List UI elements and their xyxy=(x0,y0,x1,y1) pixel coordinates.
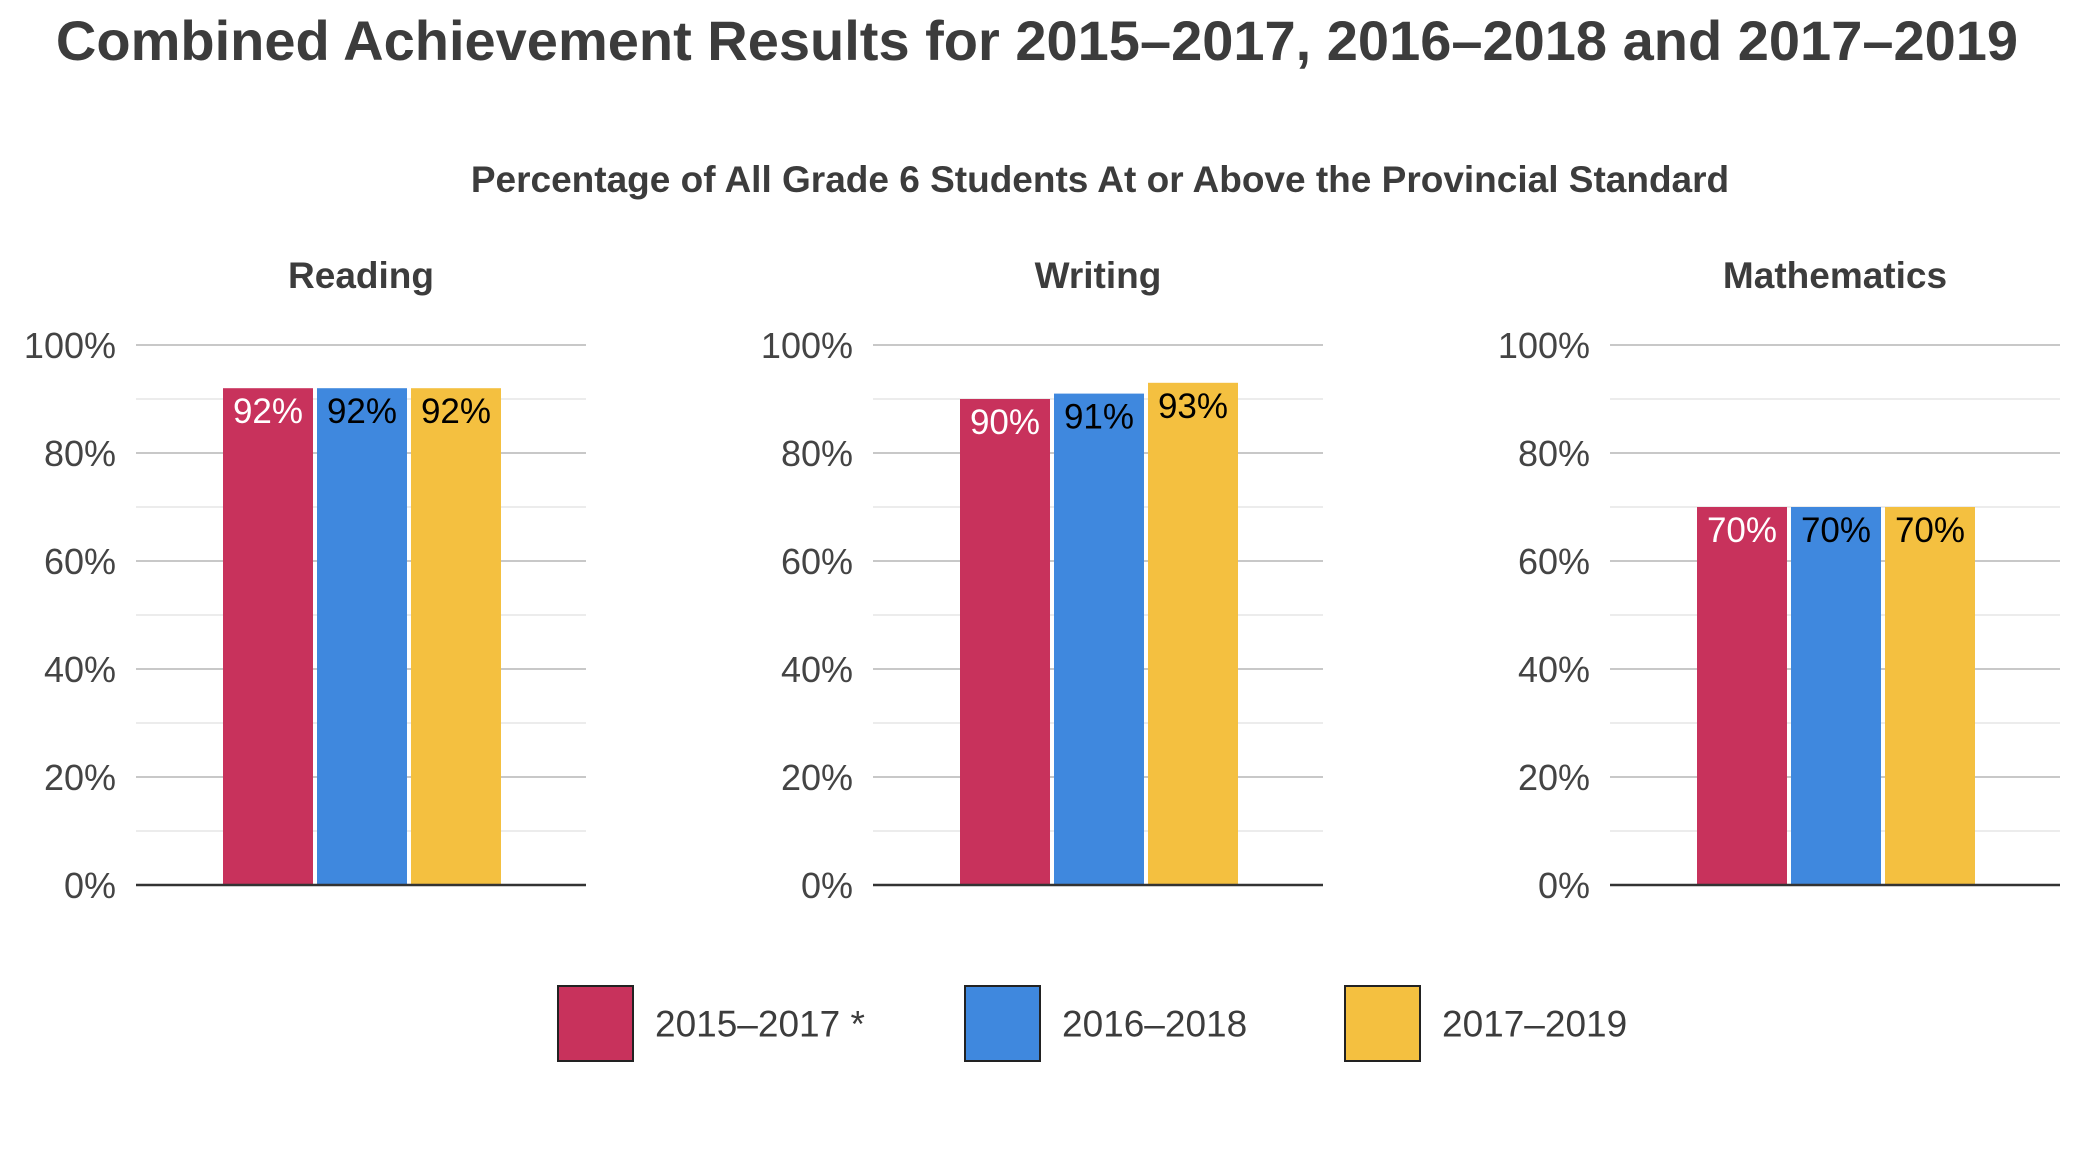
bar-0-0 xyxy=(223,388,313,885)
bar-1-2 xyxy=(1148,382,1238,885)
legend-label: 2015–2017 * xyxy=(655,1004,865,1045)
legend-label: 2017–2019 xyxy=(1442,1004,1627,1045)
data-label: 92% xyxy=(327,392,397,431)
chart-panel-2: Mathematics 0% 20% 40% 60% 80% 100% 70% 70% 70% xyxy=(1498,255,2060,906)
data-label: 91% xyxy=(1064,398,1134,437)
chart-panels: Reading 0% 20% 40% 60% 80% 100% 92% 92% 92% Writin… xyxy=(24,255,2060,906)
y-tick-label: 40% xyxy=(44,649,116,690)
panel-title: Mathematics xyxy=(1723,255,1947,296)
data-label: 70% xyxy=(1707,511,1777,550)
y-tick-label: 100% xyxy=(761,325,853,366)
data-label: 70% xyxy=(1801,511,1871,550)
chart-subtitle: Percentage of All Grade 6 Students At or… xyxy=(471,159,1729,200)
y-tick-label: 0% xyxy=(64,865,116,906)
y-tick-label: 60% xyxy=(1518,541,1590,582)
data-label: 93% xyxy=(1158,387,1228,426)
bar-2-0 xyxy=(1697,507,1787,885)
y-tick-label: 0% xyxy=(1538,865,1590,906)
y-tick-label: 20% xyxy=(781,757,853,798)
y-tick-label: 40% xyxy=(1518,649,1590,690)
chart-title: Combined Achievement Results for 2015–20… xyxy=(56,9,2018,72)
legend-label: 2016–2018 xyxy=(1062,1004,1247,1045)
legend-item-1: 2016–2018 xyxy=(964,985,1247,1062)
data-label: 92% xyxy=(233,392,303,431)
y-tick-label: 40% xyxy=(781,649,853,690)
chart-panel-1: Writing 0% 20% 40% 60% 80% 100% 90% 91% 93% xyxy=(761,255,1323,906)
data-label: 70% xyxy=(1895,511,1965,550)
y-tick-label: 20% xyxy=(1518,757,1590,798)
bar-0-2 xyxy=(411,388,501,885)
legend-item-0: 2015–2017 * xyxy=(557,985,865,1062)
data-label: 92% xyxy=(421,392,491,431)
y-tick-label: 0% xyxy=(801,865,853,906)
bar-2-1 xyxy=(1791,507,1881,885)
y-tick-label: 80% xyxy=(781,433,853,474)
y-tick-label: 80% xyxy=(44,433,116,474)
legend: 2015–2017 * 2016–2018 2017–2019 xyxy=(557,985,1627,1062)
legend-swatch xyxy=(964,985,1041,1062)
bar-1-1 xyxy=(1054,393,1144,885)
y-tick-label: 100% xyxy=(24,325,116,366)
y-tick-label: 60% xyxy=(781,541,853,582)
data-label: 90% xyxy=(970,403,1040,442)
y-tick-label: 20% xyxy=(44,757,116,798)
legend-item-2: 2017–2019 xyxy=(1344,985,1627,1062)
y-tick-label: 60% xyxy=(44,541,116,582)
bar-2-2 xyxy=(1885,507,1975,885)
bar-0-1 xyxy=(317,388,407,885)
y-tick-label: 100% xyxy=(1498,325,1590,366)
panel-title: Writing xyxy=(1035,255,1162,296)
y-tick-label: 80% xyxy=(1518,433,1590,474)
chart-panel-0: Reading 0% 20% 40% 60% 80% 100% 92% 92% 92% xyxy=(24,255,586,906)
legend-swatch xyxy=(1344,985,1421,1062)
bar-1-0 xyxy=(960,399,1050,885)
panel-title: Reading xyxy=(288,255,434,296)
legend-swatch xyxy=(557,985,634,1062)
